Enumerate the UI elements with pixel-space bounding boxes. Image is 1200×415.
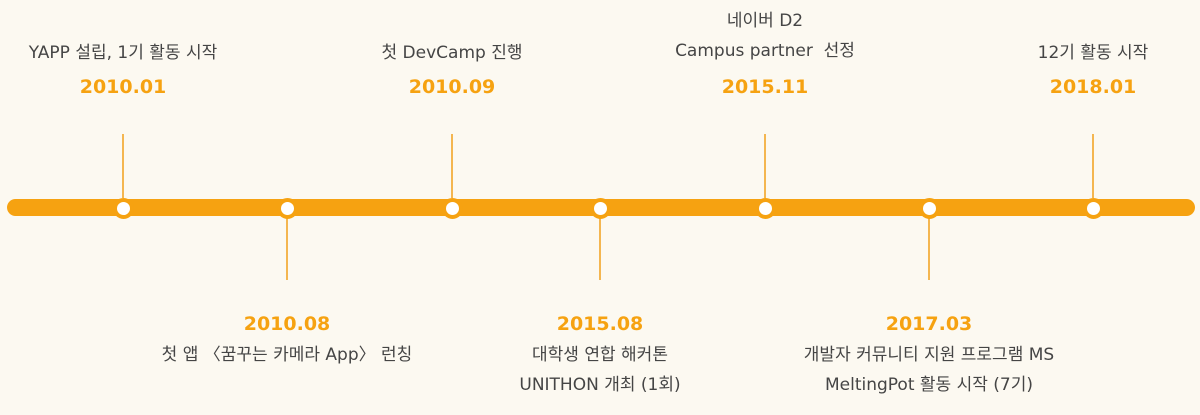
milestone-date: 2010.01 bbox=[79, 76, 167, 98]
milestone-description: 네이버 D2 Campus partner 선정 bbox=[565, 6, 965, 66]
milestone-node bbox=[589, 197, 611, 219]
milestone-node bbox=[112, 197, 134, 219]
milestone-stem bbox=[928, 218, 930, 280]
milestone-description: YAPP 설립, 1기 활동 시작 bbox=[0, 38, 323, 68]
milestone-description-line: 개발자 커뮤니티 지원 프로그램 MS bbox=[803, 345, 1055, 365]
milestone-description-line: YAPP 설립, 1기 활동 시작 bbox=[28, 43, 218, 63]
milestone-node bbox=[1082, 197, 1104, 219]
milestone-description-line: Campus partner 선정 bbox=[675, 41, 855, 61]
milestone-description: 첫 앱 〈꿈꾸는 카메라 App〉 런칭 bbox=[87, 340, 487, 370]
milestone-stem bbox=[599, 218, 601, 280]
milestone-description-line: 대학생 연합 해커톤 bbox=[532, 345, 668, 365]
milestone-description: 첫 DevCamp 진행 bbox=[252, 38, 652, 68]
milestone-date: 2010.09 bbox=[408, 76, 496, 98]
milestone-stem bbox=[1092, 134, 1094, 198]
milestone-date: 2015.11 bbox=[721, 76, 809, 98]
milestone-description-line: UNITHON 개최 (1회) bbox=[519, 375, 681, 395]
milestone-description-line: 12기 활동 시작 bbox=[1037, 43, 1149, 63]
milestone-date: 2015.08 bbox=[556, 313, 644, 335]
milestone-date: 2018.01 bbox=[1049, 76, 1137, 98]
milestone-description: 개발자 커뮤니티 지원 프로그램 MS MeltingPot 활동 시작 (7기… bbox=[729, 340, 1129, 400]
milestone-stem bbox=[764, 134, 766, 198]
milestone-description-line: 첫 DevCamp 진행 bbox=[381, 43, 523, 63]
milestone-description-line: 네이버 D2 bbox=[726, 11, 804, 31]
milestone-description-line: 첫 앱 〈꿈꾸는 카메라 App〉 런칭 bbox=[161, 345, 413, 365]
milestone-stem bbox=[451, 134, 453, 198]
milestone-date: 2010.08 bbox=[243, 313, 331, 335]
milestone-stem bbox=[122, 134, 124, 198]
milestone-node bbox=[918, 197, 940, 219]
milestone-description: 12기 활동 시작 bbox=[893, 38, 1200, 68]
milestone-node bbox=[276, 197, 298, 219]
milestone-stem bbox=[286, 218, 288, 280]
milestone-description: 대학생 연합 해커톤 UNITHON 개최 (1회) bbox=[400, 340, 800, 400]
milestone-node bbox=[754, 197, 776, 219]
milestone-date: 2017.03 bbox=[885, 313, 973, 335]
milestone-description-line: MeltingPot 활동 시작 (7기) bbox=[824, 375, 1033, 395]
milestone-node bbox=[441, 197, 463, 219]
